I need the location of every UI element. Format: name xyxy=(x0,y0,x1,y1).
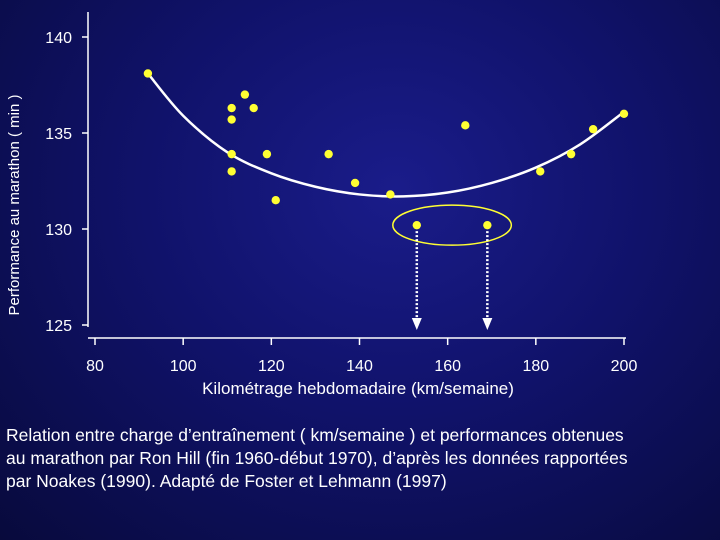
x-tick-label: 180 xyxy=(522,358,549,375)
data-point xyxy=(324,149,333,159)
axes: 125 130 135 140 80 100 120 140 160 180 200 xyxy=(45,12,637,375)
data-point xyxy=(350,178,360,188)
arrow-head xyxy=(482,318,493,330)
data-point xyxy=(483,220,492,230)
arrow-head xyxy=(411,318,422,330)
x-tick-label: 100 xyxy=(170,358,197,375)
caption-line-1: Relation entre charge d’entraînement ( k… xyxy=(6,425,624,445)
data-point xyxy=(536,167,545,176)
data-point xyxy=(249,103,258,113)
x-tick-label: 120 xyxy=(258,358,285,375)
x-axis-label: Kilométrage hebdomadaire (km/semaine) xyxy=(202,379,514,398)
caption-line-3: par Noakes (1990). Adapté de Foster et L… xyxy=(6,471,447,491)
data-point xyxy=(227,167,236,176)
figure-caption: Relation entre charge d’entraînement ( k… xyxy=(6,424,718,493)
data-point xyxy=(566,149,576,159)
x-tick-label: 140 xyxy=(346,358,373,375)
data-points xyxy=(143,69,629,230)
caption-line-2: au marathon par Ron Hill (fin 1960-début… xyxy=(6,448,628,468)
data-point xyxy=(143,69,153,78)
data-point xyxy=(412,220,422,230)
data-point xyxy=(271,196,280,205)
trend-line xyxy=(146,72,625,198)
highlight-annotation xyxy=(392,204,513,330)
data-point xyxy=(386,190,395,199)
x-tick-label: 80 xyxy=(86,358,104,375)
data-point xyxy=(227,115,236,124)
x-tick-label: 160 xyxy=(434,358,461,375)
data-point xyxy=(227,149,236,159)
data-point xyxy=(461,121,470,130)
y-tick-label: 135 xyxy=(45,126,72,143)
data-point xyxy=(240,90,250,99)
y-tick-label: 130 xyxy=(45,222,72,239)
highlight-ellipse xyxy=(392,204,513,246)
y-tick-label: 125 xyxy=(45,318,72,335)
y-tick-label: 140 xyxy=(45,30,72,47)
data-point xyxy=(262,149,272,159)
data-point xyxy=(619,109,629,119)
x-tick-label: 200 xyxy=(611,358,638,375)
trend-curve xyxy=(146,72,625,198)
data-point xyxy=(227,103,236,113)
y-axis-label: Performance au marathon ( min ) xyxy=(6,95,23,316)
scatter-chart: Performance au marathon ( min ) 125 130 13… xyxy=(6,12,637,398)
data-point xyxy=(588,124,598,134)
